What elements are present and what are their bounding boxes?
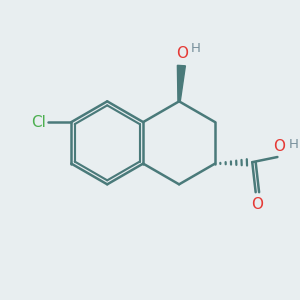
- Text: H: H: [191, 42, 201, 55]
- Text: O: O: [273, 139, 285, 154]
- Text: O: O: [176, 46, 188, 61]
- Text: O: O: [251, 197, 263, 212]
- Polygon shape: [177, 65, 185, 101]
- Text: H: H: [289, 138, 299, 151]
- Text: Cl: Cl: [31, 115, 46, 130]
